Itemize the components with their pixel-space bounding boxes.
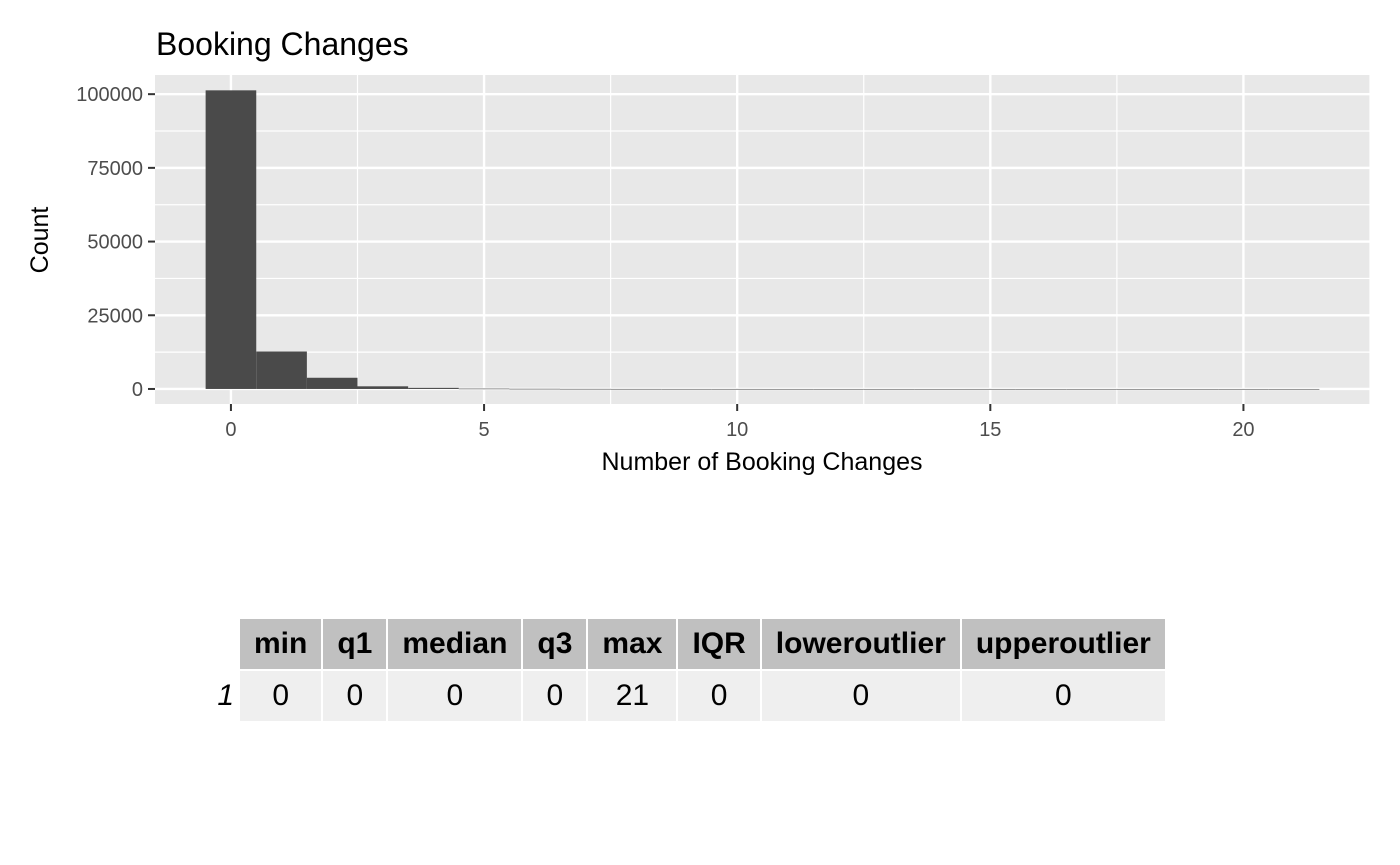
- histogram-bar: [1268, 388, 1320, 390]
- histogram-bar: [560, 388, 611, 390]
- table-cell-upperoutlier: 0: [961, 671, 1165, 721]
- histogram-bar: [458, 388, 510, 390]
- table-cell-q3: 0: [523, 671, 587, 721]
- table-header-loweroutlier: loweroutlier: [761, 619, 960, 669]
- x-tick-label: 0: [225, 419, 236, 441]
- x-tick-label: 5: [479, 419, 490, 441]
- table-cell-loweroutlier: 0: [761, 671, 960, 721]
- table-cell-iqr: 0: [678, 671, 760, 721]
- y-axis-title: Count: [26, 207, 54, 274]
- histogram-bar: [1218, 388, 1269, 390]
- histogram-bar: [408, 387, 459, 389]
- histogram-bar: [711, 388, 763, 390]
- histogram-bars: [205, 90, 1320, 390]
- table-header-q3: q3: [523, 619, 587, 669]
- x-axis-title: Number of Booking Changes: [601, 448, 922, 476]
- histogram-bar: [813, 388, 864, 390]
- histogram-bar: [863, 388, 915, 390]
- y-tick-label: 25000: [87, 305, 143, 327]
- chart-title: Booking Changes: [156, 26, 409, 62]
- x-tick-label: 20: [1232, 419, 1254, 441]
- x-axis: 0 5 10 15 20: [225, 404, 1255, 441]
- histogram-bar: [661, 388, 712, 390]
- table-row-name: 1: [217, 679, 234, 712]
- table-cell-min: 0: [240, 671, 322, 721]
- histogram-bar: [509, 388, 560, 390]
- table-header-iqr: IQR: [678, 619, 760, 669]
- table-body: 1 0 0 0 0 21 0 0 0: [208, 671, 1165, 721]
- table-cell-max: 21: [588, 671, 677, 721]
- histogram-bar: [306, 377, 358, 389]
- table-header-upperoutlier: upperoutlier: [961, 619, 1165, 669]
- histogram-bar: [357, 386, 409, 389]
- table-corner-cell: [208, 619, 238, 669]
- table-cell-q1: 0: [323, 671, 387, 721]
- y-tick-label: 100000: [76, 84, 143, 106]
- y-tick-label: 75000: [87, 158, 143, 180]
- histogram-bar: [205, 90, 257, 389]
- histogram-bar: [914, 388, 965, 390]
- x-tick-label: 10: [726, 419, 748, 441]
- table-header-median: median: [388, 619, 522, 669]
- histogram-chart: Booking Changes 0 25000 50000 75000 100000 0…: [26, 26, 1371, 476]
- table-header-row: min q1 median q3 max IQR loweroutlier upperoutl…: [208, 619, 1165, 669]
- y-tick-label: 0: [132, 379, 143, 401]
- y-axis: 0 25000 50000 75000 100000: [76, 84, 155, 401]
- plot-panel: [155, 75, 1370, 404]
- table-row: 1 0 0 0 0 21 0 0 0: [208, 671, 1165, 721]
- table-header-min: min: [240, 619, 322, 669]
- table-header-q1: q1: [323, 619, 387, 669]
- y-tick-label: 50000: [87, 232, 143, 254]
- histogram-bar: [965, 388, 1016, 390]
- histogram-bar: [762, 388, 814, 390]
- x-tick-label: 15: [979, 419, 1001, 441]
- histogram-bar: [1066, 388, 1117, 390]
- histogram-bar: [1167, 388, 1219, 390]
- summary-stats-table: min q1 median q3 max IQR loweroutlier upperoutl…: [206, 617, 1167, 723]
- minor-gridlines: [155, 75, 1371, 404]
- histogram-bar: [1116, 388, 1168, 390]
- histogram-bar: [610, 388, 662, 390]
- table-cell-median: 0: [388, 671, 522, 721]
- histogram-bar: [256, 351, 307, 389]
- histogram-bar: [1015, 388, 1067, 390]
- table-header-max: max: [588, 619, 677, 669]
